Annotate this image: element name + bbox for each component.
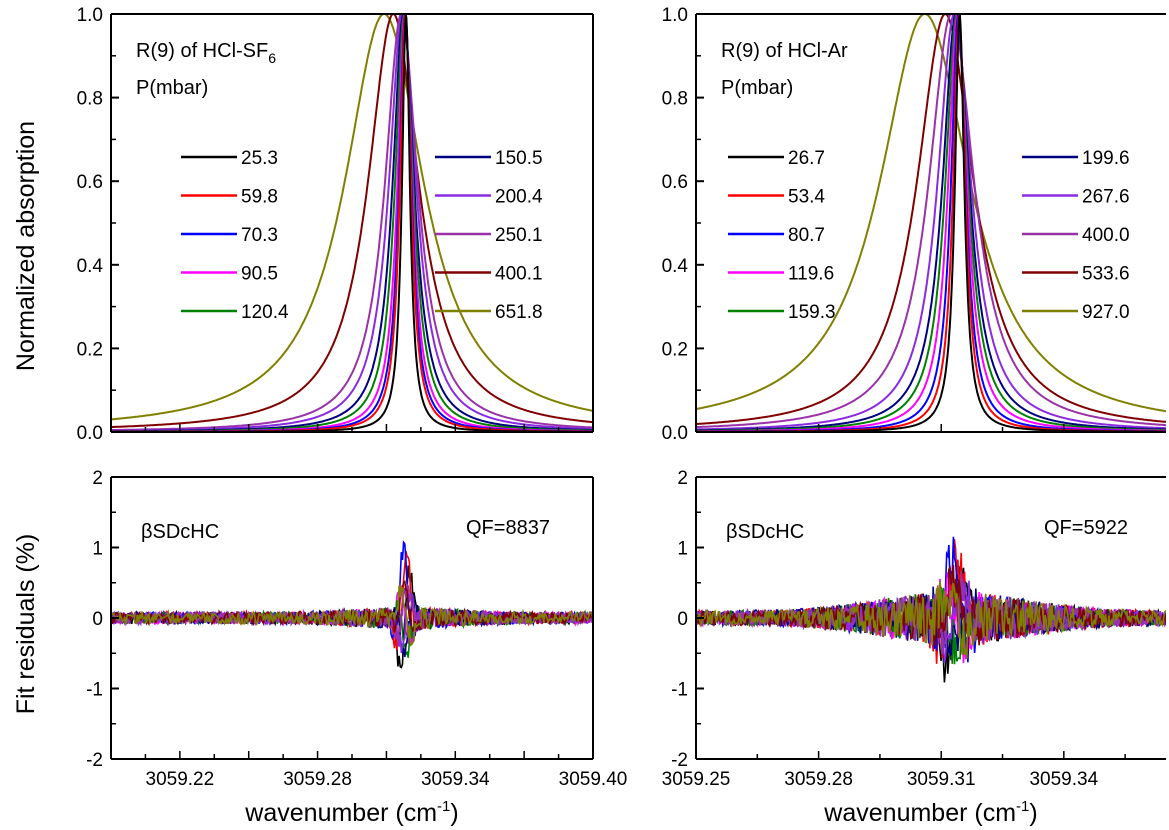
legend-label-159.3: 159.3 — [788, 302, 836, 323]
x-tick-label: 3059.22 — [146, 769, 215, 790]
legend-label-25.3: 25.3 — [241, 148, 278, 169]
y-tick-label: 1 — [92, 539, 103, 560]
y-tick-label: -1 — [671, 680, 688, 701]
y-tick-label: 0.8 — [77, 89, 103, 110]
y-axis-title-bottom: Fit residuals (%) — [12, 534, 40, 715]
y-tick-label: 1.0 — [662, 5, 688, 26]
y-tick-label: 1.0 — [77, 5, 103, 26]
residual-line — [111, 596, 593, 658]
y-tick-label: 0.0 — [77, 423, 103, 444]
legend-label-26.7: 26.7 — [788, 148, 825, 169]
y-tick-label: 0 — [92, 609, 103, 630]
y-tick-label: 0.6 — [77, 172, 103, 193]
series-line-400.0 — [696, 14, 1166, 429]
residual-line — [111, 550, 593, 650]
chart-panels: 0.0 0.2 0.4 0.6 0.8 1.0 R(9) of HCl-SF6 P(mbar)… — [77, 5, 1166, 827]
series-line-651.8 — [111, 14, 593, 421]
x-tick-label: 3059.34 — [1029, 769, 1098, 790]
y-tick-label: 0.2 — [662, 339, 688, 360]
model-label: βSDcHC — [141, 521, 219, 543]
y-tick-label: 0.4 — [77, 256, 104, 277]
x-tick-label: 3059.25 — [662, 769, 731, 790]
series-line-533.6 — [696, 14, 1166, 425]
y-tick-label: 0.8 — [662, 89, 688, 110]
legend-label-53.4: 53.4 — [788, 187, 825, 208]
legend-label-400.1: 400.1 — [495, 264, 543, 285]
y-tick-label: -1 — [86, 680, 103, 701]
x-tick-label: 3059.40 — [559, 769, 628, 790]
panel-title: R(9) of HCl-Ar — [721, 40, 848, 62]
y-tick-label: -2 — [671, 750, 688, 771]
y-tick-label: 0 — [677, 609, 688, 630]
panel-subtitle: P(mbar) — [136, 77, 208, 99]
legend-label-533.6: 533.6 — [1082, 264, 1130, 285]
qf-annotation: QF=5922 — [1044, 517, 1128, 539]
legend-label-927.0: 927.0 — [1082, 302, 1130, 323]
legend-label-119.6: 119.6 — [788, 264, 834, 285]
panel-subtitle: P(mbar) — [721, 77, 793, 99]
plot-area — [696, 536, 1166, 683]
legend-label-250.1: 250.1 — [495, 225, 543, 246]
x-tick-label: 3059.28 — [784, 769, 853, 790]
series-line-267.6 — [696, 14, 1166, 431]
panel-title: R(9) of HCl-SF6 — [136, 40, 276, 66]
residual-line — [111, 540, 593, 645]
panel-bottom-right: -2 -1 0 1 2 3059.25 3059.28 3059.31 3059.34 waven… — [662, 468, 1166, 827]
legend-label-200.4: 200.4 — [495, 187, 543, 208]
panel-top-left: 0.0 0.2 0.4 0.6 0.8 1.0 R(9) of HCl-SF6 P(mbar)… — [77, 5, 594, 444]
plot-area — [111, 540, 593, 669]
legend-label-199.6: 199.6 — [1082, 148, 1130, 169]
series-line-250.1 — [111, 14, 593, 431]
y-tick-label: 0.0 — [662, 423, 688, 444]
legend-label-80.7: 80.7 — [788, 225, 825, 246]
legend-label-59.8: 59.8 — [241, 187, 278, 208]
legend-label-150.5: 150.5 — [495, 148, 543, 169]
y-tick-label: 0.6 — [662, 172, 688, 193]
residual-line — [111, 584, 593, 647]
residual-line — [696, 565, 1166, 650]
x-tick-label: 3059.31 — [907, 769, 976, 790]
residual-line — [111, 579, 593, 633]
legend-label-400.0: 400.0 — [1082, 225, 1130, 246]
y-axis-title-top: Normalized absorption — [12, 121, 40, 371]
y-tick-label: 0.2 — [77, 339, 103, 360]
residual-line — [111, 600, 593, 658]
legend-label-70.3: 70.3 — [241, 225, 278, 246]
legend-label-120.4: 120.4 — [241, 302, 289, 323]
series-line-400.1 — [111, 14, 593, 428]
y-tick-label: 2 — [677, 468, 688, 489]
legend-label-90.5: 90.5 — [241, 264, 278, 285]
y-tick-label: 0.4 — [662, 256, 689, 277]
legend-label-651.8: 651.8 — [495, 302, 543, 323]
series-line-927.0 — [696, 14, 1166, 413]
residual-line — [696, 580, 1166, 659]
x-axis-title: wavenumber (cm-1) — [823, 798, 1037, 827]
legend-label-267.6: 267.6 — [1082, 187, 1130, 208]
model-label: βSDcHC — [726, 521, 804, 543]
x-axis-title: wavenumber (cm-1) — [244, 798, 458, 827]
y-tick-label: 2 — [92, 468, 103, 489]
y-tick-label: -2 — [86, 750, 103, 771]
panel-top-right: 0.0 0.2 0.4 0.6 0.8 1.0 R(9) of HCl-Ar P(mbar) 2… — [662, 5, 1166, 444]
panel-bottom-left: -2 -1 0 1 2 3059.22 3059.28 3059.34 3059.40 waven… — [86, 468, 627, 827]
x-tick-label: 3059.34 — [421, 769, 490, 790]
y-tick-label: 1 — [677, 539, 688, 560]
qf-annotation: QF=8837 — [466, 517, 550, 539]
x-tick-label: 3059.28 — [283, 769, 352, 790]
